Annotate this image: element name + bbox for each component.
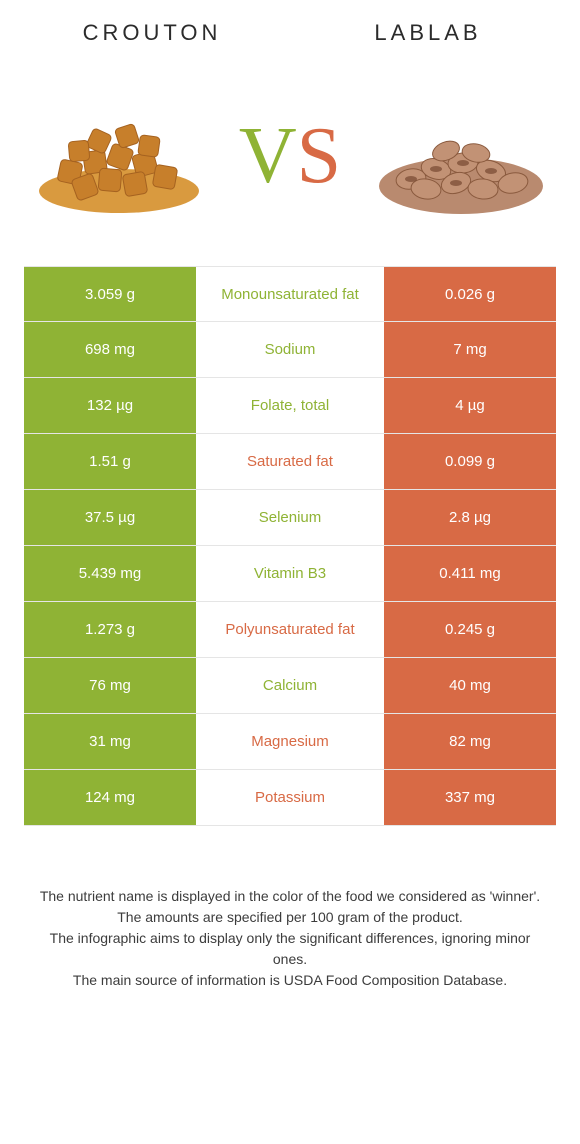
value-left: 132 µg bbox=[24, 378, 196, 433]
title-right: LABLAB bbox=[320, 20, 536, 46]
nutrient-label: Potassium bbox=[196, 770, 384, 825]
infographic-root: CROUTON LABLAB bbox=[0, 0, 580, 1021]
nutrient-table: 3.059 gMonounsaturated fat0.026 g698 mgS… bbox=[24, 266, 556, 826]
nutrient-row: 698 mgSodium7 mg bbox=[24, 322, 556, 378]
value-right: 7 mg bbox=[384, 322, 556, 377]
vs-v: V bbox=[239, 116, 297, 196]
title-left: CROUTON bbox=[44, 20, 260, 46]
titles-spacer bbox=[260, 20, 320, 46]
value-right: 0.411 mg bbox=[384, 546, 556, 601]
titles-row: CROUTON LABLAB bbox=[24, 20, 556, 56]
value-left: 76 mg bbox=[24, 658, 196, 713]
footnotes: The nutrient name is displayed in the co… bbox=[24, 886, 556, 991]
nutrient-label: Magnesium bbox=[196, 714, 384, 769]
value-right: 0.099 g bbox=[384, 434, 556, 489]
nutrient-label: Monounsaturated fat bbox=[196, 267, 384, 321]
value-left: 5.439 mg bbox=[24, 546, 196, 601]
nutrient-row: 1.51 gSaturated fat0.099 g bbox=[24, 434, 556, 490]
footnote-line: The infographic aims to display only the… bbox=[34, 928, 546, 970]
value-left: 37.5 µg bbox=[24, 490, 196, 545]
vs-label: VS bbox=[239, 116, 341, 196]
nutrient-label: Sodium bbox=[196, 322, 384, 377]
nutrient-row: 3.059 gMonounsaturated fat0.026 g bbox=[24, 266, 556, 322]
nutrient-label: Vitamin B3 bbox=[196, 546, 384, 601]
nutrient-row: 37.5 µgSelenium2.8 µg bbox=[24, 490, 556, 546]
value-right: 2.8 µg bbox=[384, 490, 556, 545]
value-left: 3.059 g bbox=[24, 267, 196, 321]
nutrient-row: 1.273 gPolyunsaturated fat0.245 g bbox=[24, 602, 556, 658]
vs-s: S bbox=[297, 116, 342, 196]
footnote-line: The nutrient name is displayed in the co… bbox=[34, 886, 546, 907]
value-right: 337 mg bbox=[384, 770, 556, 825]
value-right: 40 mg bbox=[384, 658, 556, 713]
nutrient-label: Folate, total bbox=[196, 378, 384, 433]
value-left: 1.51 g bbox=[24, 434, 196, 489]
footnote-line: The amounts are specified per 100 gram o… bbox=[34, 907, 546, 928]
value-left: 31 mg bbox=[24, 714, 196, 769]
value-right: 0.026 g bbox=[384, 267, 556, 321]
nutrient-label: Polyunsaturated fat bbox=[196, 602, 384, 657]
value-left: 698 mg bbox=[24, 322, 196, 377]
value-left: 1.273 g bbox=[24, 602, 196, 657]
lablab-illustration bbox=[366, 86, 556, 226]
nutrient-label: Calcium bbox=[196, 658, 384, 713]
value-right: 0.245 g bbox=[384, 602, 556, 657]
nutrient-row: 124 mgPotassium337 mg bbox=[24, 770, 556, 826]
nutrient-row: 76 mgCalcium40 mg bbox=[24, 658, 556, 714]
nutrient-row: 5.439 mgVitamin B30.411 mg bbox=[24, 546, 556, 602]
nutrient-label: Selenium bbox=[196, 490, 384, 545]
crouton-illustration bbox=[24, 86, 214, 226]
nutrient-row: 132 µgFolate, total4 µg bbox=[24, 378, 556, 434]
hero-row: VS bbox=[24, 56, 556, 266]
value-right: 82 mg bbox=[384, 714, 556, 769]
value-left: 124 mg bbox=[24, 770, 196, 825]
nutrient-row: 31 mgMagnesium82 mg bbox=[24, 714, 556, 770]
value-right: 4 µg bbox=[384, 378, 556, 433]
nutrient-label: Saturated fat bbox=[196, 434, 384, 489]
footnote-line: The main source of information is USDA F… bbox=[34, 970, 546, 991]
